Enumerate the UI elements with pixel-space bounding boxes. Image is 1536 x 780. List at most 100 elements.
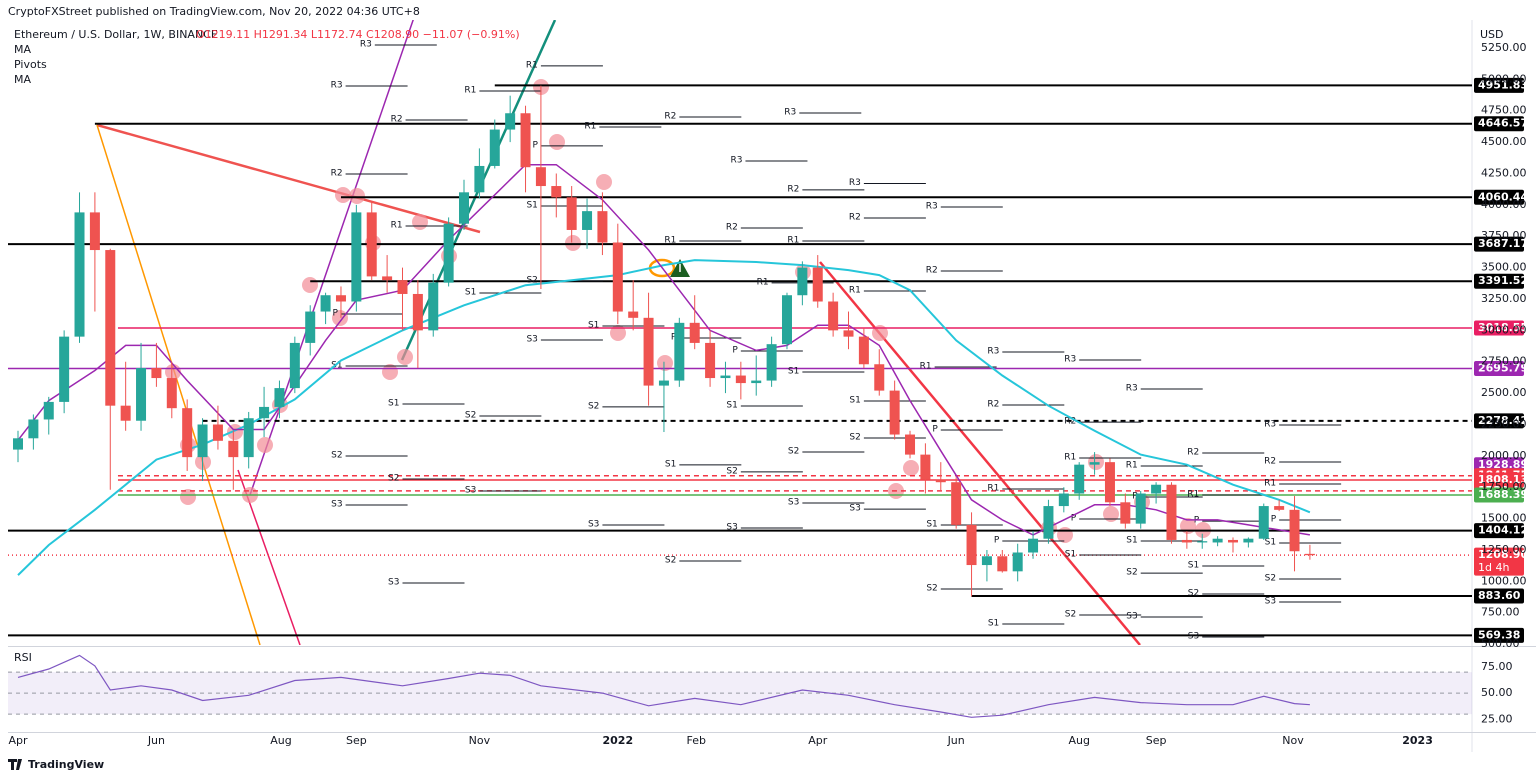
candle-body bbox=[628, 311, 639, 318]
pivot-label: P bbox=[333, 309, 339, 319]
candle-body bbox=[566, 197, 577, 230]
candle-body bbox=[43, 401, 54, 420]
candle-body bbox=[12, 438, 23, 450]
candle-body bbox=[351, 212, 362, 302]
x-tick-label: Apr bbox=[8, 734, 28, 747]
candle-body bbox=[1258, 506, 1269, 539]
pivot-label: S3 bbox=[331, 499, 342, 509]
y-tick-label: 5250.00 bbox=[1481, 41, 1527, 54]
candle-body bbox=[1166, 484, 1177, 540]
y-tick-label: 2750.00 bbox=[1481, 355, 1527, 368]
candle-body bbox=[889, 390, 900, 435]
rsi-tick-label: 75.00 bbox=[1481, 660, 1513, 673]
pivot-label: R1 bbox=[757, 277, 769, 287]
candle-body bbox=[751, 380, 762, 384]
pivot-label: R2 bbox=[1187, 447, 1199, 457]
level-label: 1928.89 bbox=[1478, 458, 1528, 471]
x-tick-label: Jun bbox=[947, 734, 965, 747]
candle-body bbox=[28, 419, 39, 439]
level-label-box bbox=[1474, 627, 1524, 643]
pivot-label: S2 bbox=[388, 473, 399, 483]
pivot-label: S2 bbox=[1188, 589, 1199, 599]
marker bbox=[412, 214, 428, 230]
pivot-label: S3 bbox=[1265, 596, 1276, 606]
pivot-label: R2 bbox=[331, 168, 343, 178]
candle-body bbox=[689, 322, 700, 343]
candle-body bbox=[658, 380, 669, 386]
candle-body bbox=[997, 556, 1008, 572]
x-tick-label: Feb bbox=[687, 734, 706, 747]
pivot-label: S1 bbox=[1265, 537, 1276, 547]
pivot-label: R3 bbox=[331, 81, 343, 91]
pivot-label: S1 bbox=[988, 619, 999, 629]
pivot-label: R3 bbox=[730, 155, 742, 165]
level-label-box bbox=[1474, 189, 1524, 205]
y-tick-label: 1750.00 bbox=[1481, 480, 1527, 493]
level-label-box bbox=[1474, 320, 1524, 336]
publisher: CryptoFXStreet published on TradingView.… bbox=[8, 5, 420, 18]
pivot-label: S3 bbox=[526, 335, 537, 345]
y-tick-label: 4250.00 bbox=[1481, 166, 1527, 179]
marker bbox=[596, 174, 612, 190]
axis-layer: 500.00 750.00 1000.00 1250.00 1500.00 1750.00… bbox=[8, 41, 1526, 747]
candle-body bbox=[166, 378, 177, 409]
candle-body bbox=[274, 388, 285, 407]
pivot-label: S1 bbox=[726, 401, 737, 411]
pivot-label: P bbox=[732, 345, 738, 355]
pivot-label: R3 bbox=[926, 201, 938, 211]
candle-body bbox=[443, 223, 454, 283]
top-layer: 4951.83 4646.57 4060.44 3687.17 3391.52 3018.… bbox=[1474, 77, 1528, 643]
level-label-box bbox=[1474, 588, 1524, 604]
rsi-tick-label: 50.00 bbox=[1481, 686, 1513, 699]
candle-body bbox=[59, 336, 70, 402]
pivot-label: S1 bbox=[1126, 535, 1137, 545]
pivot-label: S1 bbox=[1065, 550, 1076, 560]
y-tick-label: 3500.00 bbox=[1481, 261, 1527, 274]
level-label-box bbox=[1474, 413, 1524, 429]
pivot-label: R1 bbox=[987, 484, 999, 494]
pivot-label: R3 bbox=[987, 346, 999, 356]
rsi-tick-label: 25.00 bbox=[1481, 712, 1513, 725]
candle-body bbox=[1304, 553, 1315, 556]
marker bbox=[180, 489, 196, 505]
candle-body bbox=[305, 311, 316, 343]
y-tick-label: 500.00 bbox=[1481, 637, 1520, 650]
brand: TradingView bbox=[28, 758, 104, 771]
pivot-label: R2 bbox=[1264, 457, 1276, 467]
marker bbox=[257, 437, 273, 453]
level-sublabel: 1d 4h bbox=[1478, 561, 1509, 574]
level-label: 1688.39 bbox=[1478, 488, 1528, 501]
candle-body bbox=[597, 211, 608, 243]
pivot-label: P bbox=[994, 535, 1000, 545]
level-label: 1808.13 bbox=[1478, 473, 1528, 486]
pivot-label: R3 bbox=[1126, 383, 1138, 393]
level-label-box bbox=[1474, 77, 1524, 93]
pivot-label: R1 bbox=[1126, 461, 1138, 471]
level-label: 3391.52 bbox=[1478, 274, 1528, 287]
rsi-line bbox=[17, 654, 1310, 718]
pivot-label: S1 bbox=[1188, 561, 1199, 571]
pivot-label: R2 bbox=[926, 266, 938, 276]
marker bbox=[903, 460, 919, 476]
level-label: 569.38 bbox=[1478, 628, 1520, 641]
candle-body bbox=[1197, 541, 1208, 543]
pivot-label: R3 bbox=[360, 39, 372, 49]
level-label-box bbox=[1474, 523, 1524, 539]
marker bbox=[397, 349, 413, 365]
level-label-box bbox=[1474, 116, 1524, 132]
pivot-label: P bbox=[1132, 492, 1138, 502]
trendline bbox=[96, 124, 261, 645]
trendline bbox=[819, 261, 1141, 645]
pivot-label: R1 bbox=[391, 220, 403, 230]
y-tick-label: 5000.00 bbox=[1481, 72, 1527, 85]
pivot-label: R1 bbox=[1264, 478, 1276, 488]
candle-body bbox=[981, 556, 992, 566]
y-tick-label: 3000.00 bbox=[1481, 323, 1527, 336]
candle-body bbox=[366, 212, 377, 277]
pivot-label: R3 bbox=[784, 107, 796, 117]
level-label: 1208.90 bbox=[1478, 548, 1528, 561]
level-label: 3018.55 bbox=[1478, 321, 1528, 334]
candle-body bbox=[535, 167, 546, 187]
candle-body bbox=[1274, 506, 1285, 510]
pivot-label: S2 bbox=[788, 446, 799, 456]
